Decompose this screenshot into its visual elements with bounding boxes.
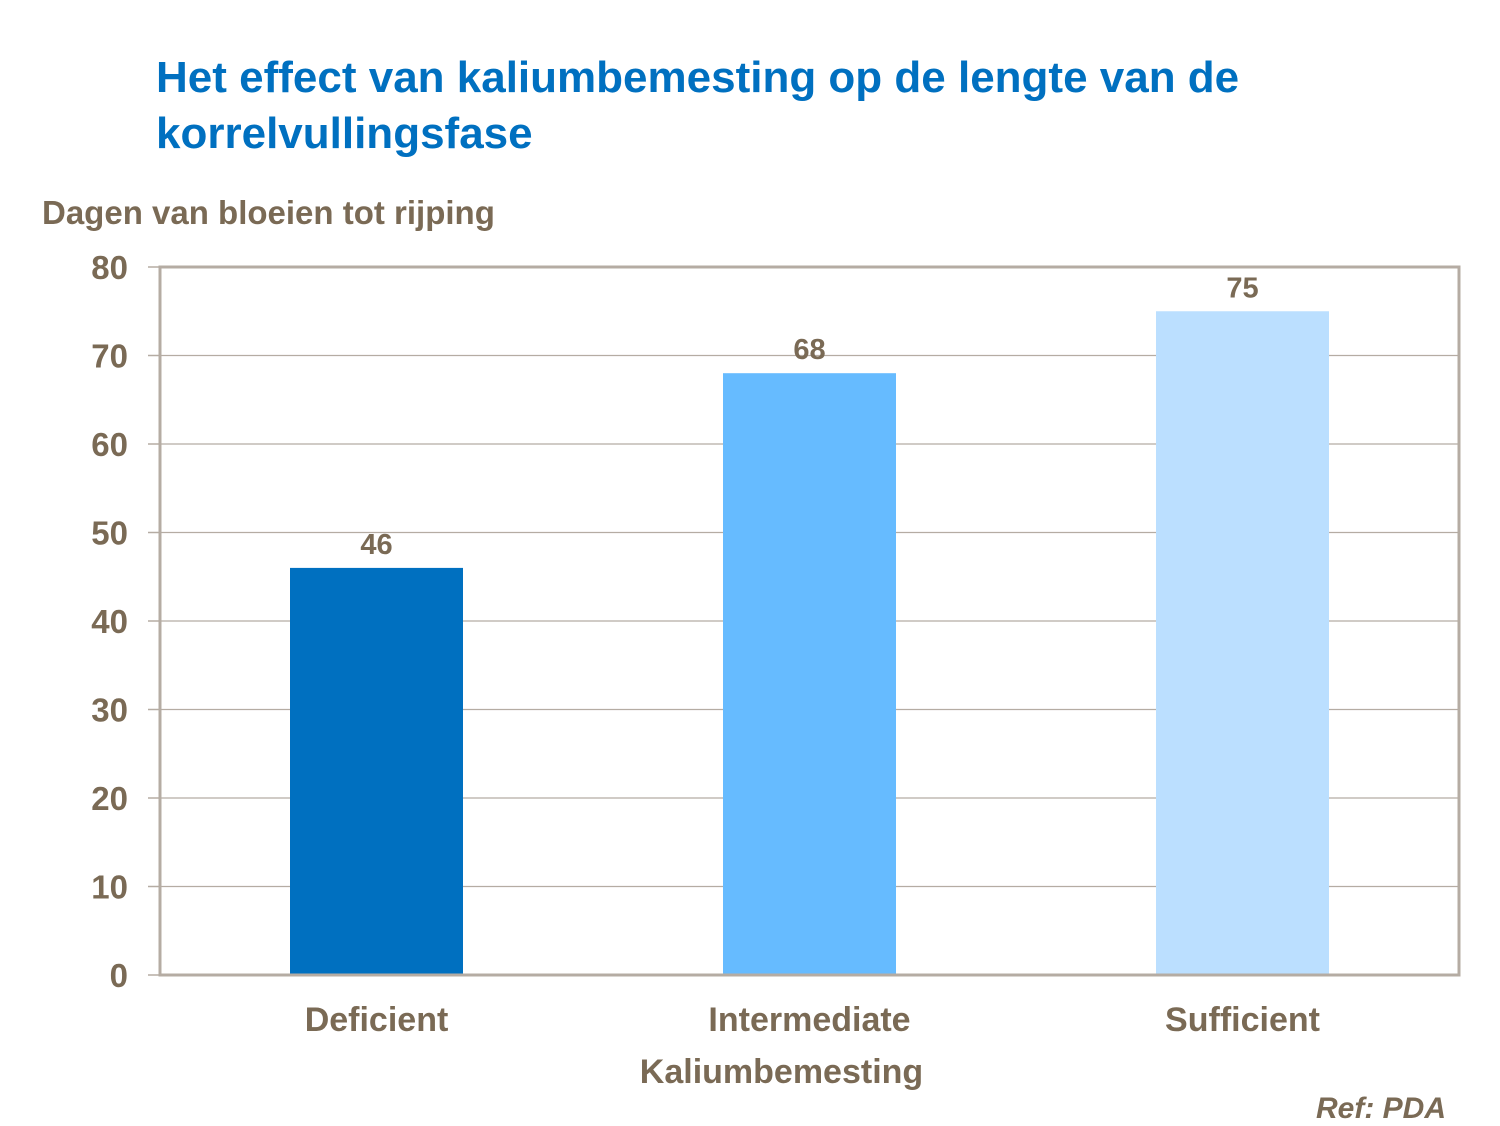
x-tick-label: Intermediate bbox=[708, 1001, 910, 1039]
y-tick-label: 50 bbox=[91, 515, 128, 552]
bar-deficient bbox=[290, 567, 463, 975]
x-tick-label: Sufficient bbox=[1165, 1001, 1320, 1039]
data-label: 46 bbox=[360, 529, 392, 561]
y-tick-label: 0 bbox=[110, 957, 128, 994]
reference-note: Ref: PDA bbox=[1315, 1092, 1446, 1125]
chart-title: Het effect van kaliumbemesting op de len… bbox=[156, 53, 1240, 158]
y-tick-label: 80 bbox=[91, 249, 128, 286]
y-tick-label: 40 bbox=[91, 603, 128, 640]
x-axis-label: Kaliumbemesting bbox=[640, 1053, 923, 1091]
bar-intermediate bbox=[723, 373, 896, 975]
bar-sufficient bbox=[1156, 311, 1329, 975]
y-tick-label: 60 bbox=[91, 426, 128, 463]
x-tick-label: Deficient bbox=[305, 1001, 449, 1039]
y-tick-label: 70 bbox=[91, 338, 128, 375]
data-label: 75 bbox=[1226, 272, 1258, 304]
y-tick-label: 30 bbox=[91, 692, 128, 729]
y-axis-label: Dagen van bloeien tot rijping bbox=[42, 194, 495, 231]
data-label: 68 bbox=[793, 334, 825, 366]
y-tick-label: 10 bbox=[91, 869, 128, 906]
y-tick-label: 20 bbox=[91, 780, 128, 817]
plot-area-border bbox=[158, 265, 1461, 977]
